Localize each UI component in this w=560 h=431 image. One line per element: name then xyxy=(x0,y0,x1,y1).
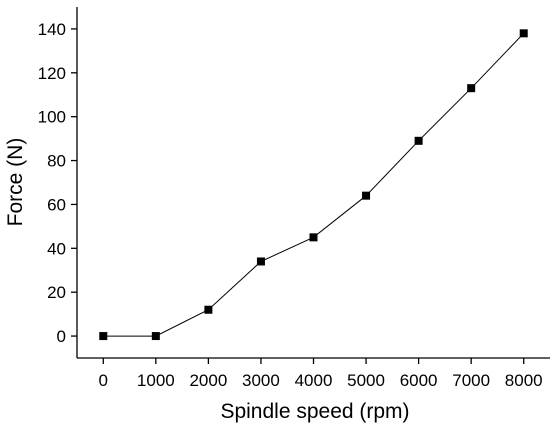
chart-axes xyxy=(76,7,550,359)
y-tick-label: 60 xyxy=(47,195,66,214)
x-tick-label: 8000 xyxy=(505,371,543,390)
data-point-marker xyxy=(467,84,476,93)
series-group xyxy=(99,29,528,341)
x-tick-label: 6000 xyxy=(400,371,438,390)
data-point-marker xyxy=(204,305,213,314)
data-point-marker xyxy=(151,332,160,341)
x-axis-title: Spindle speed (rpm) xyxy=(220,400,409,423)
x-tick-label: 2000 xyxy=(189,371,227,390)
x-tick-label: 7000 xyxy=(452,371,490,390)
x-tick-label: 0 xyxy=(99,371,108,390)
x-tick-label: 5000 xyxy=(347,371,385,390)
data-point-marker xyxy=(519,29,528,38)
x-tick-label: 1000 xyxy=(137,371,175,390)
y-tick-label: 100 xyxy=(38,108,66,127)
x-tick-label: 3000 xyxy=(242,371,280,390)
data-point-marker xyxy=(99,332,108,341)
y-tick-label: 80 xyxy=(47,152,66,171)
y-tick-label: 40 xyxy=(47,239,66,258)
x-axis-ticks: 0 1000 2000 3000 4000 5000 6000 7000 8000 xyxy=(99,358,543,390)
data-point-marker xyxy=(309,233,318,242)
data-point-marker xyxy=(414,136,423,145)
data-point-marker xyxy=(256,257,265,266)
x-tick-label: 4000 xyxy=(295,371,333,390)
y-tick-label: 140 xyxy=(38,20,66,39)
y-tick-label: 0 xyxy=(57,327,66,346)
y-tick-label: 20 xyxy=(47,283,66,302)
y-tick-label: 120 xyxy=(38,64,66,83)
data-point-marker xyxy=(362,191,371,200)
series-line xyxy=(103,32,525,337)
y-axis-ticks: 0 20 40 60 80 100 120 140 xyxy=(38,20,77,346)
y-axis-title: Force (N) xyxy=(4,138,27,227)
